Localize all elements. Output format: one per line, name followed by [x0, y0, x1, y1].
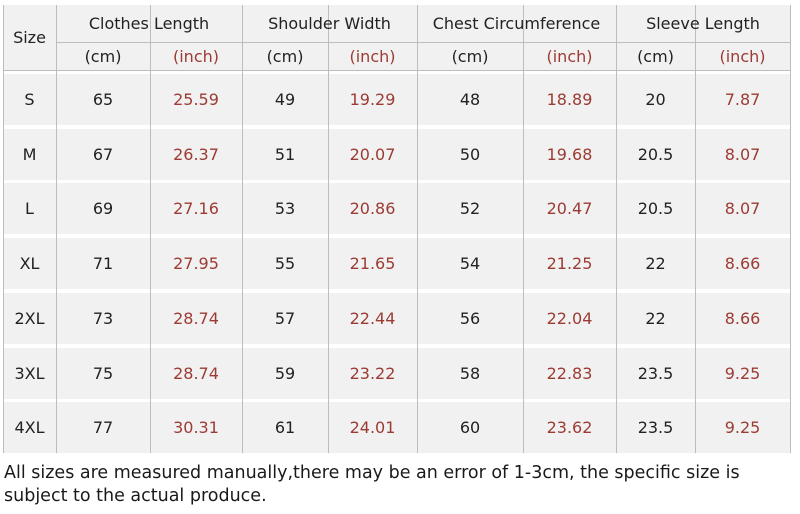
- column-divider: [695, 5, 696, 454]
- value-cell: 59: [274, 363, 296, 383]
- value-cell: 60: [459, 418, 481, 438]
- value-cell: 20.5: [637, 144, 674, 164]
- row-background: [3, 347, 790, 399]
- value-cell: 9.25: [724, 418, 761, 438]
- value-cell: 27.16: [173, 199, 219, 219]
- unit-header: (cm): [84, 46, 122, 66]
- column-divider: [150, 5, 151, 454]
- value-cell: 53: [274, 199, 296, 219]
- column-divider: [523, 5, 524, 454]
- value-cell: 28.74: [173, 308, 219, 328]
- size-cell: L: [25, 199, 34, 219]
- header-bottom: [3, 70, 790, 71]
- group-header: Chest Circumference: [432, 14, 601, 33]
- row-background: [3, 183, 790, 235]
- value-cell: 30.31: [173, 418, 219, 438]
- value-cell: 8.66: [724, 254, 761, 274]
- value-cell: 23.62: [546, 418, 593, 438]
- value-cell: 18.89: [546, 90, 593, 109]
- value-cell: 19.29: [349, 90, 396, 109]
- value-cell: 20: [645, 90, 666, 109]
- value-cell: 27.95: [173, 254, 219, 274]
- row-background: [3, 292, 790, 344]
- value-cell: 58: [459, 363, 481, 383]
- group-header: Shoulder Width: [268, 14, 391, 33]
- unit-header: (inch): [172, 46, 219, 66]
- size-cell: 4XL: [14, 418, 45, 438]
- value-cell: 55: [274, 254, 296, 274]
- column-divider: [3, 5, 4, 454]
- value-cell: 71: [92, 254, 114, 274]
- row-background: [3, 74, 790, 125]
- header-divider: [56, 42, 790, 43]
- value-cell: 23.22: [349, 363, 396, 383]
- value-cell: 56: [459, 308, 481, 328]
- unit-header: (cm): [266, 46, 304, 66]
- value-cell: 20.47: [546, 199, 593, 219]
- unit-header: (cm): [637, 46, 674, 66]
- value-cell: 54: [459, 254, 481, 274]
- value-cell: 22.04: [546, 308, 593, 328]
- value-cell: 75: [92, 363, 114, 383]
- value-cell: 61: [274, 418, 296, 438]
- value-cell: 20.86: [349, 199, 396, 219]
- value-cell: 23.5: [637, 418, 674, 438]
- value-cell: 8.07: [724, 199, 761, 219]
- value-cell: 8.66: [724, 308, 761, 328]
- value-cell: 49: [274, 90, 296, 109]
- unit-header: (inch): [546, 46, 593, 66]
- row-background: [3, 402, 790, 454]
- value-cell: 51: [274, 144, 296, 164]
- column-divider: [417, 5, 418, 454]
- column-divider: [616, 5, 617, 454]
- unit-header: (inch): [719, 46, 766, 66]
- value-cell: 22: [645, 308, 666, 328]
- value-cell: 52: [459, 199, 481, 219]
- size-cell: S: [24, 90, 35, 109]
- value-cell: 19.68: [546, 144, 593, 164]
- size-cell: M: [22, 144, 37, 164]
- value-cell: 48: [459, 90, 481, 109]
- value-cell: 7.87: [724, 90, 761, 109]
- column-divider: [328, 5, 329, 454]
- row-background: [3, 128, 790, 180]
- value-cell: 65: [92, 90, 114, 109]
- value-cell: 50: [459, 144, 481, 164]
- value-cell: 69: [92, 199, 114, 219]
- unit-header: (inch): [349, 46, 396, 66]
- value-cell: 28.74: [173, 363, 219, 383]
- value-cell: 20.5: [637, 199, 674, 219]
- group-header: Sleeve Length: [646, 14, 760, 33]
- group-header: Clothes Length: [88, 14, 210, 33]
- value-cell: 73: [92, 308, 114, 328]
- value-cell: 26.37: [173, 144, 219, 164]
- size-cell: 3XL: [14, 363, 45, 383]
- size-cell: 2XL: [14, 308, 45, 328]
- column-divider: [242, 5, 243, 454]
- value-cell: 21.25: [546, 254, 593, 274]
- value-cell: 23.5: [637, 363, 674, 383]
- value-cell: 57: [274, 308, 296, 328]
- value-cell: 67: [92, 144, 114, 164]
- header-background: [3, 5, 790, 70]
- row-background: [3, 238, 790, 290]
- value-cell: 9.25: [724, 363, 761, 383]
- note: All sizes are measured manually,there ma…: [4, 463, 740, 506]
- value-cell: 77: [92, 418, 114, 438]
- column-divider: [56, 5, 57, 454]
- value-cell: 8.07: [724, 144, 761, 164]
- value-cell: 22.44: [349, 308, 396, 328]
- size-cell: XL: [19, 254, 40, 274]
- value-cell: 25.59: [173, 90, 219, 109]
- value-cell: 21.65: [349, 254, 396, 274]
- unit-header: (cm): [451, 46, 489, 66]
- column-divider: [790, 5, 791, 454]
- value-cell: 24.01: [349, 418, 396, 438]
- value-cell: 22.83: [546, 363, 593, 383]
- value-cell: 20.07: [349, 144, 396, 164]
- size-header: Size: [13, 28, 46, 47]
- value-cell: 22: [645, 254, 666, 274]
